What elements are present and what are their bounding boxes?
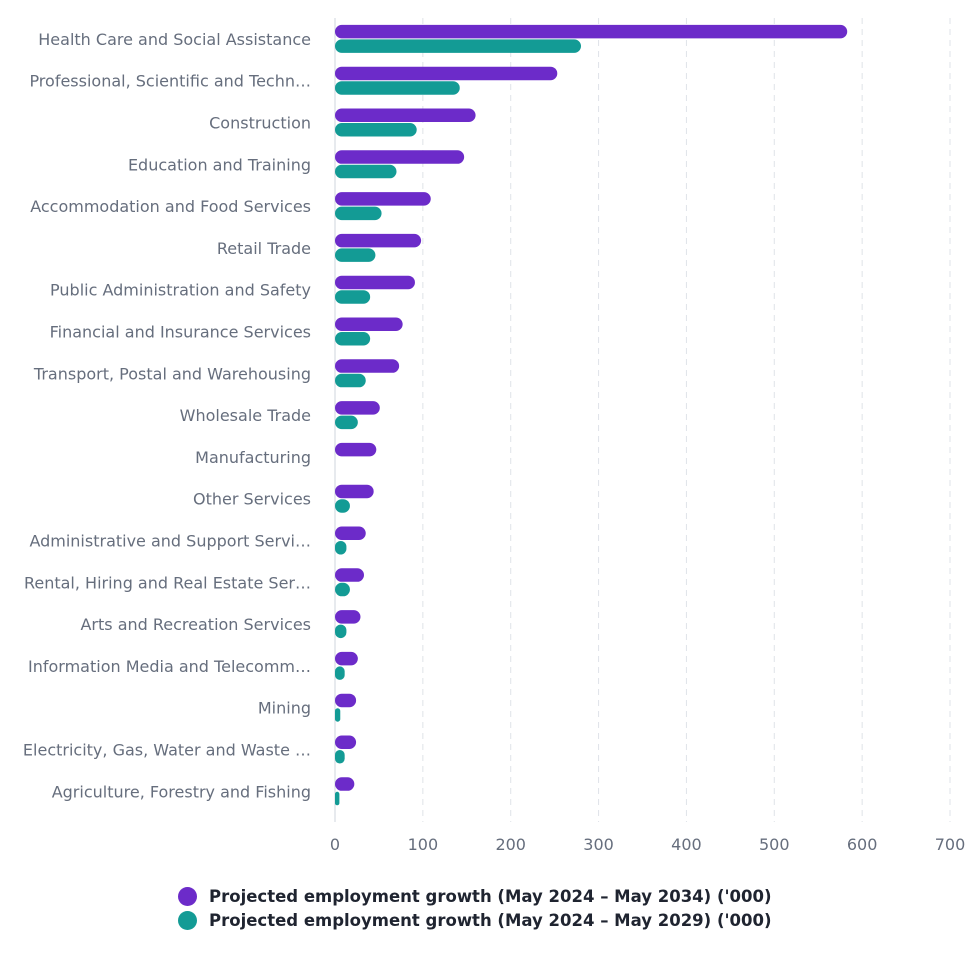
category-label: Information Media and Telecomm… xyxy=(28,657,311,676)
x-tick-label: 200 xyxy=(495,835,526,854)
category-label: Education and Training xyxy=(128,155,311,174)
bar-2029[interactable] xyxy=(335,81,460,95)
x-tick-label: 400 xyxy=(671,835,702,854)
category-label: Manufacturing xyxy=(195,448,311,467)
bar-2034[interactable] xyxy=(335,651,358,666)
legend-item-2034[interactable]: Projected employment growth (May 2024 – … xyxy=(178,884,772,908)
category-labels: Health Care and Social Assistance Profess… xyxy=(23,30,311,801)
bar-2029[interactable] xyxy=(335,624,347,639)
x-tick-label: 100 xyxy=(408,835,439,854)
x-tick-label: 0 xyxy=(330,835,340,854)
category-label: Wholesale Trade xyxy=(180,406,311,425)
bar-2034[interactable] xyxy=(335,610,361,624)
bar-2034[interactable] xyxy=(335,233,422,248)
category-label: Agriculture, Forestry and Fishing xyxy=(52,782,311,801)
x-tick-label: 600 xyxy=(847,835,878,854)
category-label: Transport, Postal and Warehousing xyxy=(33,364,311,383)
x-tick-label: 700 xyxy=(935,835,966,854)
category-label: Mining xyxy=(258,699,311,718)
category-label: Administrative and Support Servi… xyxy=(29,532,311,551)
bar-2034[interactable] xyxy=(335,359,400,373)
bar-2034[interactable] xyxy=(335,484,374,499)
category-label: Arts and Recreation Services xyxy=(80,615,311,634)
bar-2029[interactable] xyxy=(335,373,366,388)
bar-2029[interactable] xyxy=(335,791,340,806)
bar-2034[interactable] xyxy=(335,777,355,791)
bar-2034[interactable] xyxy=(335,442,377,457)
bar-2029[interactable] xyxy=(335,750,345,764)
x-tick-labels: 0 100 200 300 400 500 600 700 xyxy=(330,835,965,854)
legend-label-2029: Projected employment growth (May 2024 – … xyxy=(209,910,772,930)
bar-2029[interactable] xyxy=(335,248,376,262)
bar-2034[interactable] xyxy=(335,24,848,39)
bar-chart: Health Care and Social Assistance Profess… xyxy=(23,18,965,854)
bar-2034[interactable] xyxy=(335,317,403,332)
category-label: Electricity, Gas, Water and Waste … xyxy=(23,741,311,760)
x-tick-label: 300 xyxy=(583,835,614,854)
bar-2029[interactable] xyxy=(335,499,350,513)
bar-2034[interactable] xyxy=(335,108,476,123)
bar-2034[interactable] xyxy=(335,275,415,290)
legend-item-2029[interactable]: Projected employment growth (May 2024 – … xyxy=(178,908,772,932)
bar-2034[interactable] xyxy=(335,735,357,750)
bar-2029[interactable] xyxy=(335,164,397,179)
bar-2029[interactable] xyxy=(335,582,350,597)
bar-2029[interactable] xyxy=(335,290,371,304)
category-label: Health Care and Social Assistance xyxy=(38,30,311,49)
legend: Projected employment growth (May 2024 – … xyxy=(178,884,772,932)
category-label: Construction xyxy=(209,114,311,133)
bar-2029[interactable] xyxy=(335,332,371,346)
category-label: Other Services xyxy=(193,490,311,509)
category-label: Public Administration and Safety xyxy=(50,281,311,300)
bar-2029[interactable] xyxy=(335,415,358,430)
bar-2034[interactable] xyxy=(335,401,380,415)
category-label: Rental, Hiring and Real Estate Ser… xyxy=(24,573,311,592)
bar-2034[interactable] xyxy=(335,192,431,206)
bar-2029[interactable] xyxy=(335,666,345,680)
bar-2029[interactable] xyxy=(335,123,417,137)
bar-2034[interactable] xyxy=(335,568,364,582)
bar-2034[interactable] xyxy=(335,66,558,81)
bar-2034[interactable] xyxy=(335,693,357,708)
category-label: Retail Trade xyxy=(217,239,311,258)
bar-2034[interactable] xyxy=(335,526,366,541)
category-label: Financial and Insurance Services xyxy=(50,323,311,342)
bar-2034[interactable] xyxy=(335,150,465,164)
bar-2029[interactable] xyxy=(335,541,347,555)
bars-group xyxy=(335,24,848,806)
category-label: Accommodation and Food Services xyxy=(30,197,311,216)
bar-2029[interactable] xyxy=(335,206,382,221)
legend-dot-2029 xyxy=(178,910,197,930)
bar-2029[interactable] xyxy=(335,708,341,722)
gridlines xyxy=(422,18,951,822)
legend-dot-2034 xyxy=(178,886,197,906)
bar-2029[interactable] xyxy=(335,39,581,53)
x-tick-label: 500 xyxy=(759,835,790,854)
category-label: Professional, Scientific and Techn… xyxy=(29,72,311,91)
legend-label-2034: Projected employment growth (May 2024 – … xyxy=(209,886,772,906)
